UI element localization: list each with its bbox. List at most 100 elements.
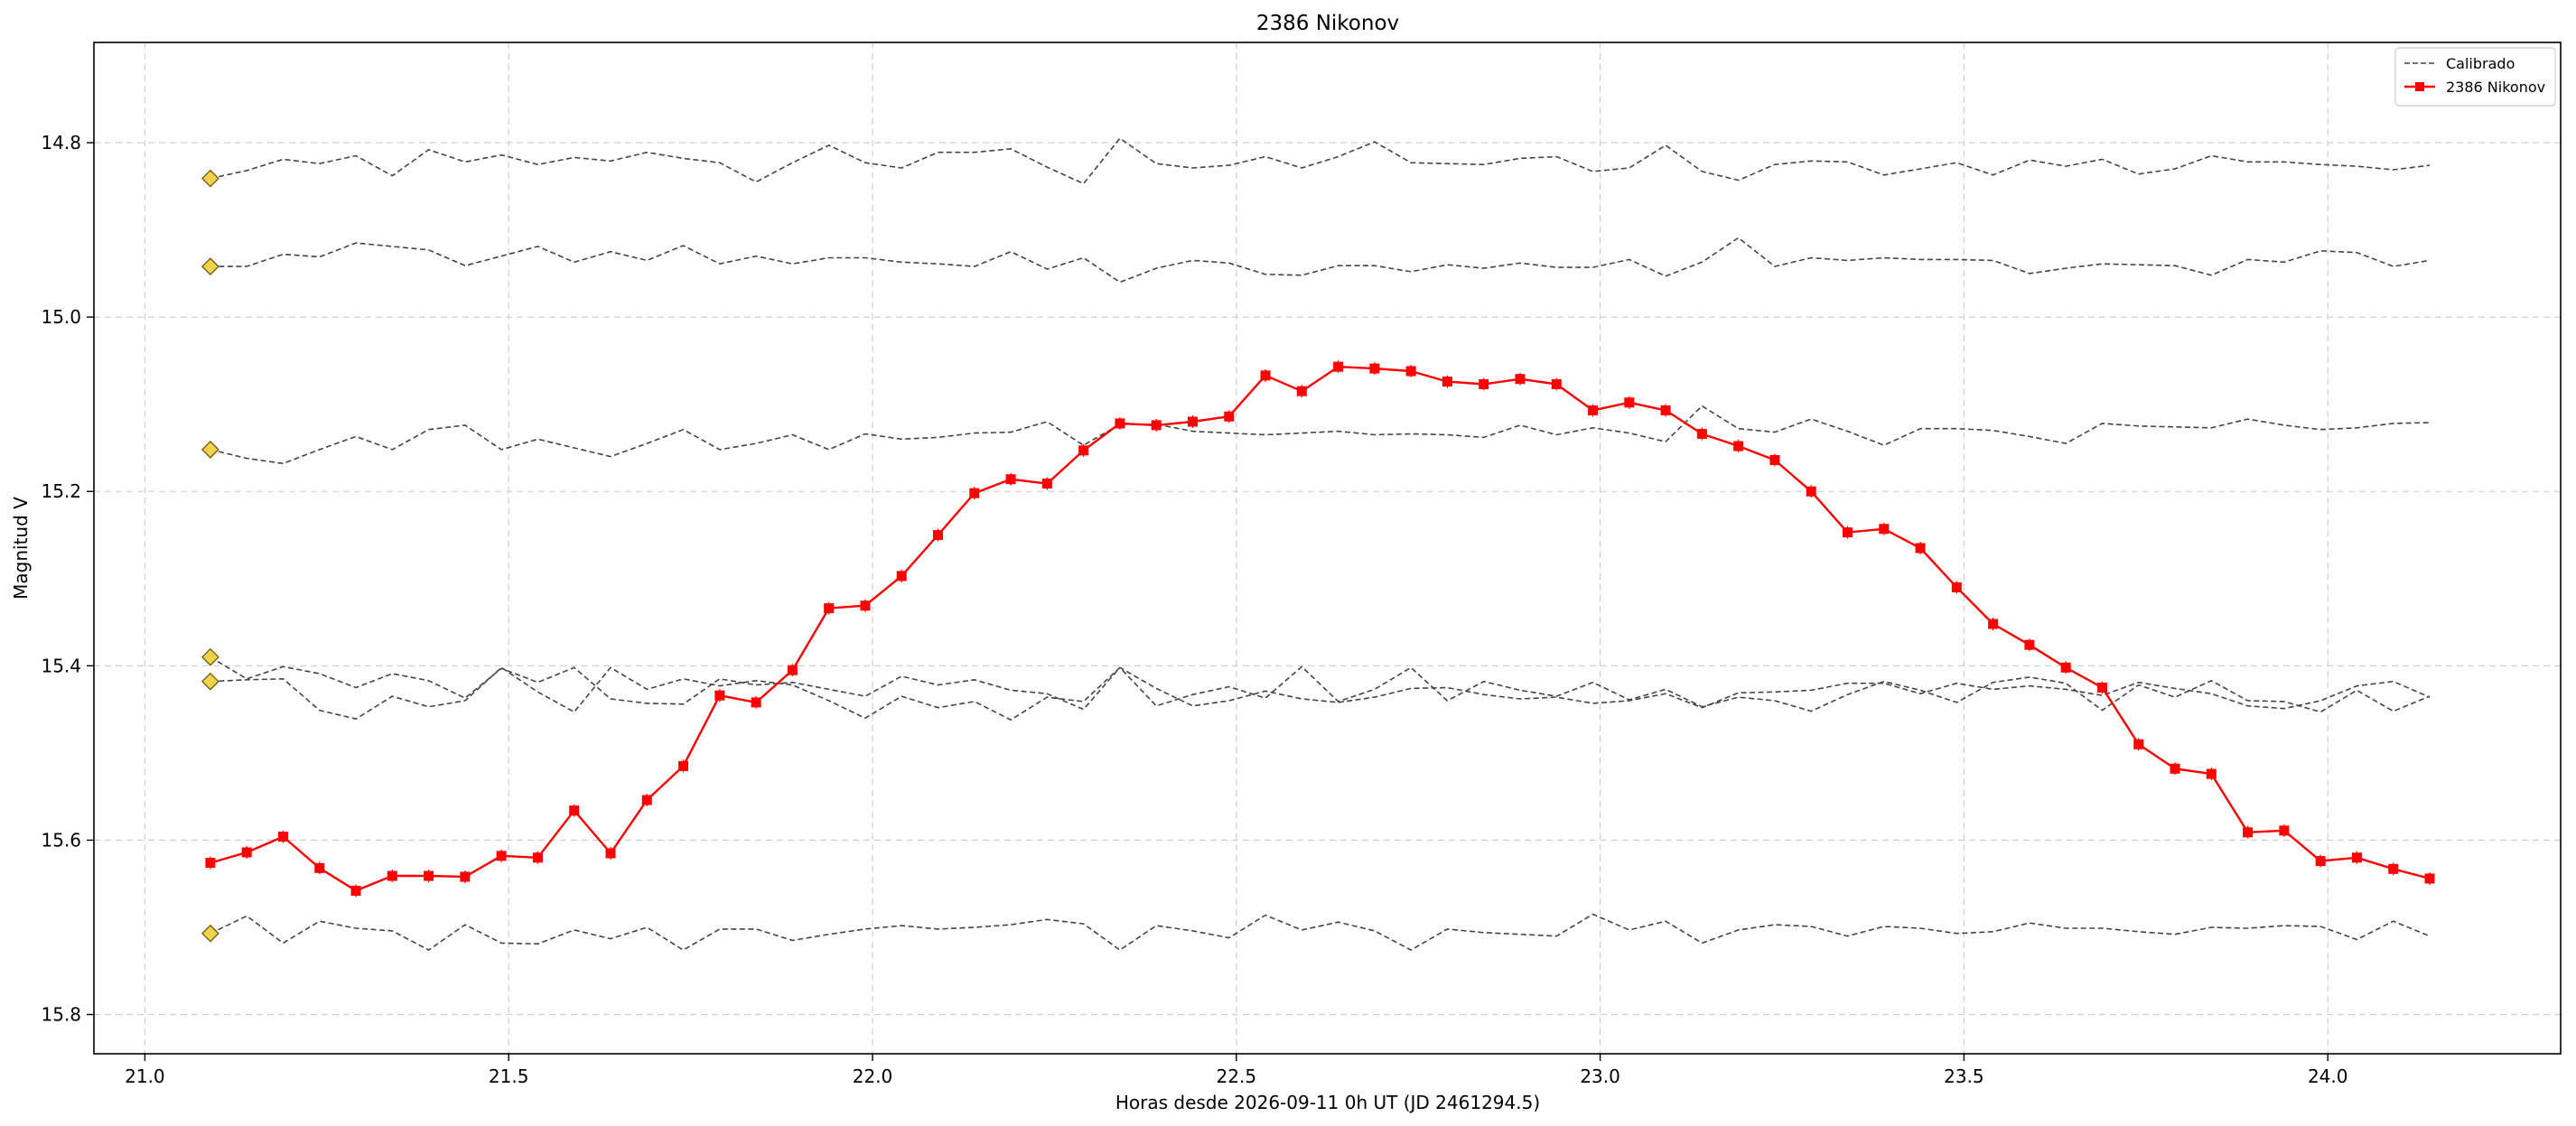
target-point	[1260, 370, 1271, 381]
y-tick-label: 15.4	[41, 655, 81, 676]
target-point	[1951, 582, 1962, 592]
x-tick-label: 23.5	[1944, 1066, 1984, 1087]
target-point	[751, 697, 761, 708]
y-tick-label: 15.6	[41, 829, 81, 851]
target-point	[1588, 405, 1599, 415]
y-tick-label: 15.8	[41, 1004, 81, 1026]
target-point	[1224, 411, 1235, 422]
target-point	[277, 832, 288, 842]
series-layer	[205, 137, 2435, 951]
target-point	[1769, 454, 1780, 465]
legend: Calibrado 2386 Nikonov	[2394, 47, 2556, 107]
axis-ticks: 21.0 21.5 22.0 22.5 23.0 23.5 24.0 14.8 15.0 15.2…	[41, 132, 2347, 1087]
target-point	[678, 760, 689, 771]
x-tick-label: 21.5	[489, 1066, 529, 1087]
target-point	[2243, 827, 2254, 838]
x-axis-label: Horas desde 2026-09-11 0h UT (JD 2461294…	[1115, 1092, 1540, 1113]
target-point	[1333, 361, 1344, 372]
target-point	[2170, 763, 2180, 774]
target-point	[1151, 420, 1162, 431]
plot-frame	[93, 42, 2562, 1055]
target-point	[569, 805, 580, 816]
target-point	[2315, 856, 2326, 867]
calibrado-start-marker	[201, 257, 219, 276]
calibrado-series-line	[210, 137, 2431, 185]
target-point	[532, 852, 543, 863]
target-point	[1078, 445, 1089, 456]
target-point	[1296, 386, 1307, 396]
target-point	[1915, 543, 1926, 554]
target-point	[2388, 863, 2399, 874]
target-point	[969, 488, 980, 498]
target-point	[1479, 378, 1489, 389]
x-tick-label: 24.0	[2308, 1066, 2348, 1087]
target-point	[1733, 441, 1744, 451]
calibrado-series-line	[210, 913, 2431, 951]
target-point	[1041, 479, 1052, 489]
target-point	[824, 603, 835, 614]
calibrado-series-line	[210, 656, 2431, 711]
target-point	[933, 530, 944, 541]
target-point	[424, 870, 434, 881]
target-point	[496, 851, 507, 861]
target-point	[605, 848, 616, 859]
target-point	[896, 571, 907, 582]
start-markers	[201, 169, 219, 943]
target-point	[1988, 619, 1999, 629]
target-point	[1405, 366, 1416, 377]
target-point	[1115, 418, 1125, 429]
calibrado-start-marker	[201, 924, 219, 943]
target-point	[1879, 524, 1890, 535]
legend-calibrado-label: Calibrado	[2446, 55, 2515, 72]
target-point	[2351, 852, 2362, 863]
legend-target-marker	[2415, 82, 2424, 91]
target-point	[1806, 486, 1816, 497]
target-point	[205, 858, 216, 869]
target-point	[860, 600, 871, 611]
target-point	[460, 871, 471, 882]
target-point	[1551, 378, 1562, 389]
calibrado-series-line	[210, 405, 2431, 465]
x-tick-label: 22.0	[853, 1066, 893, 1087]
target-point	[314, 862, 325, 873]
y-tick-label: 15.0	[41, 306, 81, 328]
target-point	[2096, 682, 2107, 693]
legend-box	[2394, 47, 2556, 107]
target-point	[387, 870, 397, 881]
target-point	[714, 690, 725, 701]
target-point	[1696, 429, 1707, 440]
x-tick-label: 22.5	[1217, 1066, 1257, 1087]
calibrado-start-marker	[201, 672, 219, 691]
target-point	[1515, 374, 1526, 385]
target-point	[1442, 377, 1452, 387]
target-point	[2133, 739, 2144, 749]
chart-title: 2386 Nikonov	[1256, 12, 1399, 35]
target-point	[350, 885, 361, 896]
target-point	[2279, 825, 2290, 836]
target-point	[1624, 397, 1635, 408]
y-tick-label: 14.8	[41, 132, 81, 154]
target-point	[2060, 662, 2071, 673]
target-point	[1187, 416, 1198, 427]
target-point	[1843, 527, 1853, 538]
y-axis-label: Magnitud V	[10, 497, 32, 600]
target-point	[1660, 405, 1671, 415]
y-tick-label: 15.2	[41, 480, 81, 502]
legend-target-label: 2386 Nikonov	[2446, 79, 2545, 96]
calibrado-series-line	[210, 665, 2431, 721]
target-point	[2424, 873, 2435, 884]
target-point	[241, 847, 252, 858]
calibrado-start-marker	[201, 169, 219, 188]
target-point	[2024, 639, 2035, 650]
calibrado-start-marker	[201, 647, 219, 666]
target-point	[2206, 768, 2217, 779]
target-series-line	[210, 366, 2431, 892]
target-point	[1005, 474, 1016, 485]
calibrado-start-marker	[201, 440, 219, 459]
grid	[94, 42, 2561, 1054]
x-tick-label: 23.0	[1580, 1066, 1620, 1087]
target-point	[1369, 363, 1380, 374]
x-tick-label: 21.0	[125, 1066, 165, 1087]
